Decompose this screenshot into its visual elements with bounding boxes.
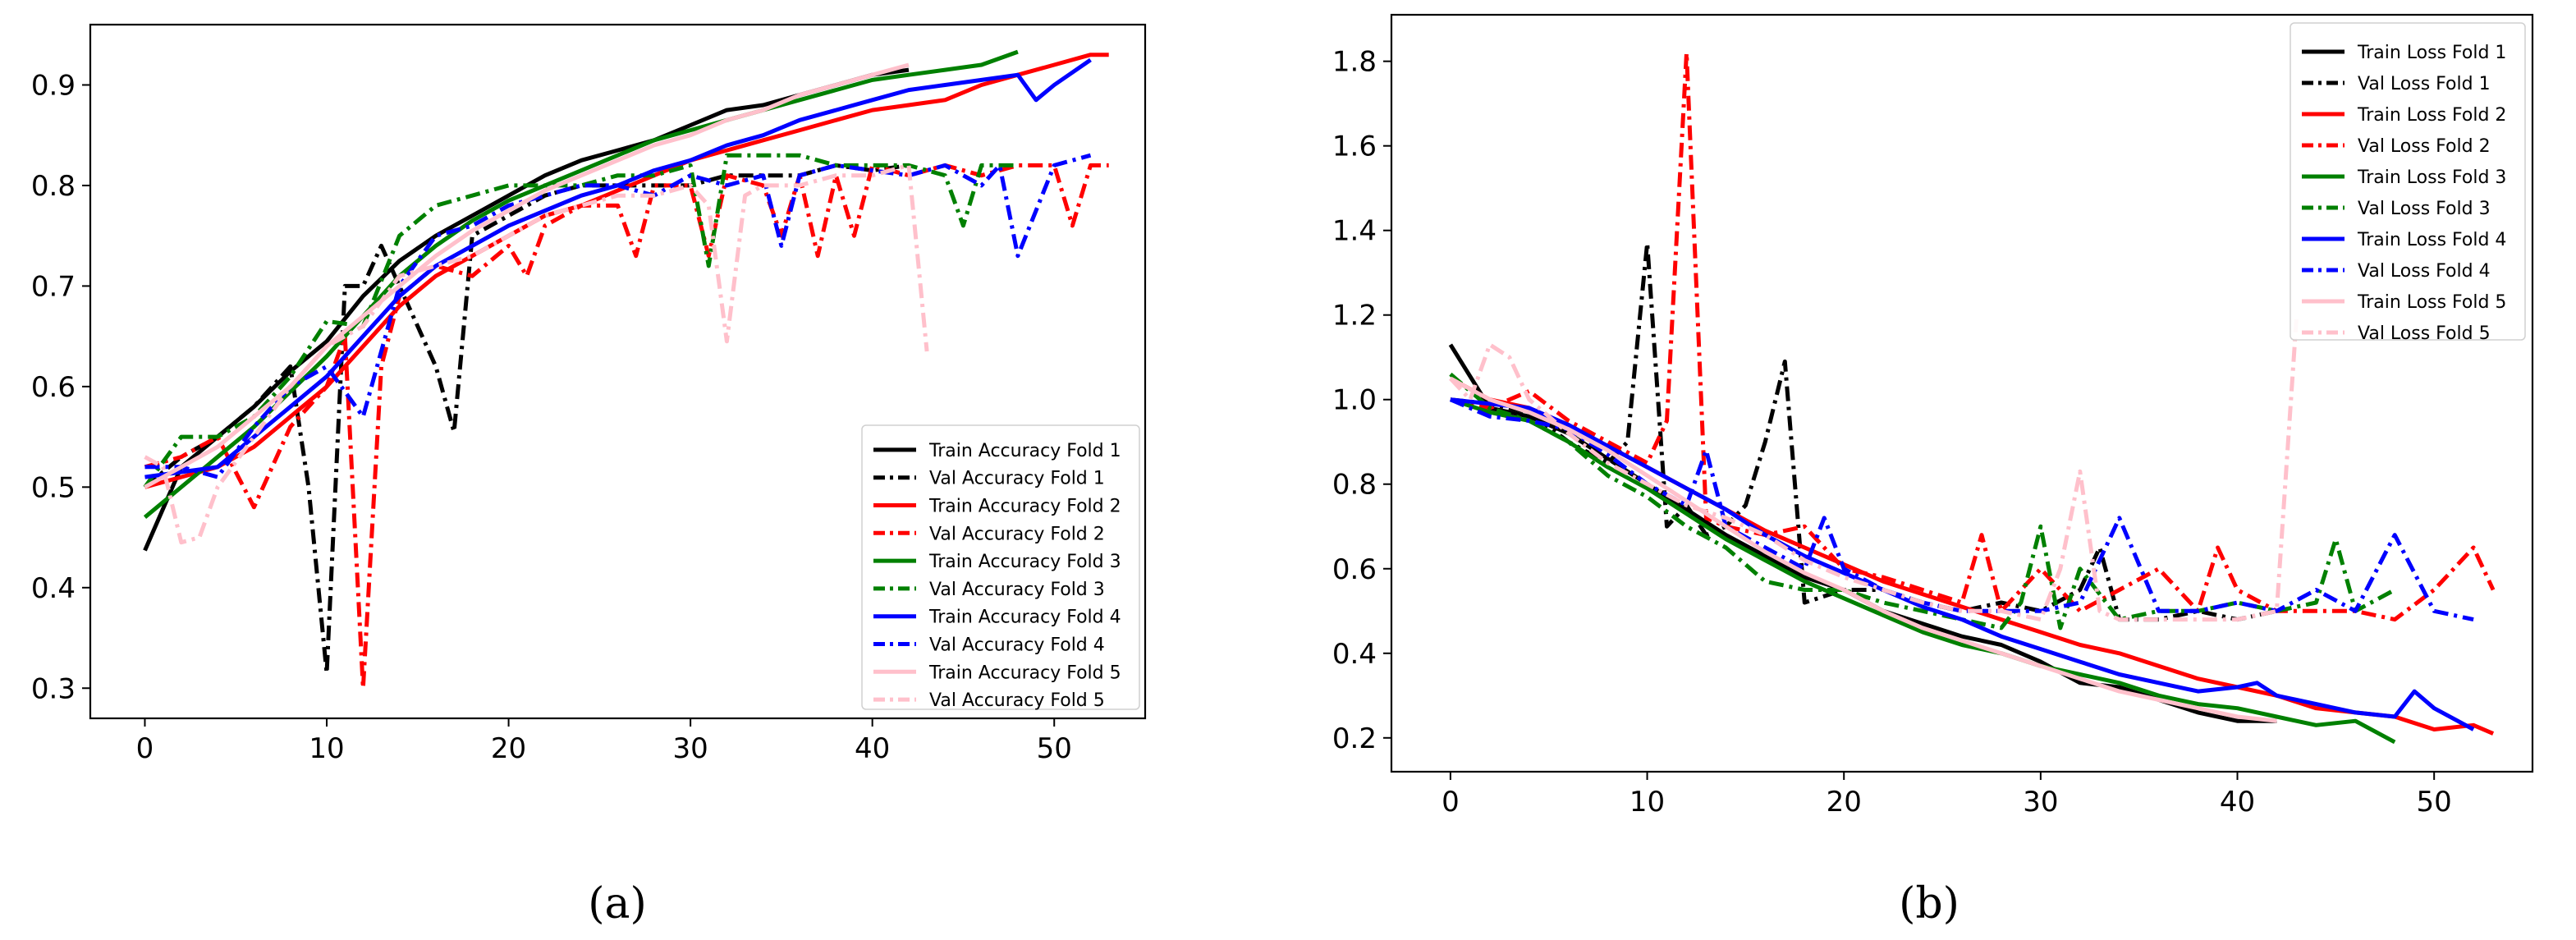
accuracy-caption: (a) bbox=[588, 879, 647, 929]
accuracy-legend-label-5: Train Accuracy Fold 3 bbox=[928, 552, 1121, 572]
accuracy-legend-label-8: Val Accuracy Fold 4 bbox=[929, 635, 1105, 656]
accuracy-ytick-label: 0.5 bbox=[31, 471, 76, 504]
loss-xtick-label: 10 bbox=[1629, 786, 1665, 818]
loss-legend-label-5: Train Loss Fold 3 bbox=[2357, 167, 2506, 188]
loss-legend-label-4: Val Loss Fold 2 bbox=[2358, 136, 2491, 157]
loss-ytick-label: 0.4 bbox=[1332, 638, 1377, 671]
accuracy-ytick-label: 0.8 bbox=[31, 170, 76, 203]
accuracy-chart: 0 10 20 30 40 50 0.3 0.4 0.5 0.6 0.7 0.8 0.9 Train A… bbox=[31, 23, 1147, 929]
loss-legend-label-3: Train Loss Fold 2 bbox=[2357, 105, 2506, 126]
loss-series-10-line bbox=[1449, 319, 2299, 622]
accuracy-xtick-label: 10 bbox=[309, 732, 344, 765]
loss-ticks: 0 10 20 30 40 50 0.2 0.4 0.6 0.8 1.0 1.2 1.4 1.6 1.8 bbox=[1332, 46, 2452, 818]
loss-ytick-label: 1.8 bbox=[1332, 46, 1377, 79]
accuracy-legend-label-9: Train Accuracy Fold 5 bbox=[928, 663, 1121, 683]
loss-xtick-label: 20 bbox=[1827, 786, 1862, 818]
loss-series-5-line bbox=[1450, 397, 2396, 745]
loss-legend-label-1: Train Loss Fold 1 bbox=[2357, 43, 2506, 63]
accuracy-xtick-label: 40 bbox=[855, 732, 890, 765]
accuracy-series-5-line bbox=[143, 49, 1019, 520]
loss-series-9-line bbox=[1449, 376, 2277, 723]
loss-series-4-line bbox=[1450, 50, 2496, 622]
accuracy-series-7-line bbox=[144, 57, 1092, 479]
accuracy-xtick-label: 50 bbox=[1037, 732, 1072, 765]
loss-ytick-label: 1.6 bbox=[1332, 131, 1377, 163]
accuracy-series-2-line bbox=[143, 163, 910, 676]
accuracy-legend-label-6: Val Accuracy Fold 3 bbox=[929, 580, 1105, 600]
loss-caption: (b) bbox=[1899, 879, 1960, 929]
accuracy-legend-label-10: Val Accuracy Fold 5 bbox=[929, 690, 1105, 711]
accuracy-legend-box bbox=[861, 424, 1140, 710]
accuracy-series-3-line bbox=[144, 53, 1109, 489]
accuracy-ytick-label: 0.3 bbox=[31, 672, 76, 705]
accuracy-legend-label-7: Train Accuracy Fold 4 bbox=[928, 608, 1121, 628]
accuracy-legend-label-3: Train Accuracy Fold 2 bbox=[928, 497, 1121, 517]
loss-legend-label-6: Val Loss Fold 3 bbox=[2358, 199, 2491, 219]
loss-legend: Train Loss Fold 1 Val Loss Fold 1 Train Lo… bbox=[2290, 22, 2526, 344]
accuracy-series-group bbox=[143, 49, 1109, 690]
accuracy-ytick-label: 0.7 bbox=[31, 270, 76, 303]
loss-ytick-label: 0.2 bbox=[1332, 722, 1377, 755]
loss-legend-label-9: Train Loss Fold 5 bbox=[2357, 292, 2506, 313]
accuracy-series-10-line bbox=[144, 163, 929, 545]
loss-legend-label-8: Val Loss Fold 4 bbox=[2358, 261, 2491, 282]
accuracy-ytick-label: 0.6 bbox=[31, 371, 76, 404]
accuracy-legend-label-2: Val Accuracy Fold 1 bbox=[929, 469, 1105, 489]
loss-xtick-label: 50 bbox=[2417, 786, 2452, 818]
accuracy-ticks: 0 10 20 30 40 50 0.3 0.4 0.5 0.6 0.7 0.8 0.9 bbox=[31, 69, 1072, 765]
loss-ytick-label: 1.4 bbox=[1332, 215, 1377, 248]
loss-legend-label-2: Val Loss Fold 1 bbox=[2358, 74, 2491, 94]
loss-series-6-line bbox=[1449, 372, 2396, 630]
loss-ytick-label: 0.8 bbox=[1332, 469, 1377, 502]
accuracy-series-6-line bbox=[143, 153, 1018, 488]
loss-ytick-label: 0.6 bbox=[1332, 553, 1377, 586]
accuracy-xtick-label: 20 bbox=[491, 732, 526, 765]
accuracy-xtick-label: 0 bbox=[136, 732, 154, 765]
loss-ytick-label: 1.0 bbox=[1332, 384, 1377, 417]
loss-series-group bbox=[1448, 50, 2496, 745]
accuracy-legend-label-1: Train Accuracy Fold 1 bbox=[928, 441, 1121, 461]
loss-legend-label-10: Val Loss Fold 5 bbox=[2358, 323, 2491, 344]
loss-chart: 0 10 20 30 40 50 0.2 0.4 0.6 0.8 1.0 1.2 1.4 1.6 1.8 T… bbox=[1332, 13, 2534, 929]
loss-series-7-line bbox=[1450, 397, 2475, 731]
loss-xtick-label: 0 bbox=[1442, 786, 1460, 818]
accuracy-legend: Train Accuracy Fold 1 Val Accuracy Fold 1… bbox=[861, 424, 1140, 711]
loss-legend-box bbox=[2290, 22, 2526, 341]
accuracy-xtick-label: 30 bbox=[672, 732, 708, 765]
accuracy-ytick-label: 0.4 bbox=[31, 572, 76, 605]
accuracy-series-9-line bbox=[144, 62, 910, 489]
loss-xtick-label: 30 bbox=[2023, 786, 2058, 818]
loss-xtick-label: 40 bbox=[2220, 786, 2255, 818]
accuracy-ytick-label: 0.9 bbox=[31, 69, 76, 102]
loss-legend-label-7: Train Loss Fold 4 bbox=[2357, 230, 2506, 250]
loss-ytick-label: 1.2 bbox=[1332, 300, 1377, 332]
accuracy-legend-label-4: Val Accuracy Fold 2 bbox=[929, 524, 1105, 544]
